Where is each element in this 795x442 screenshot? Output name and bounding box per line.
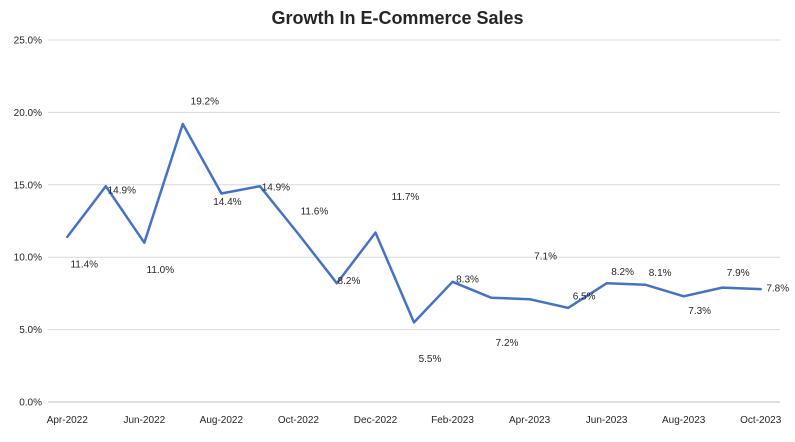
data-label: 5.5% — [419, 354, 442, 365]
series-line — [66, 122, 762, 324]
data-label: 6.5% — [573, 291, 596, 302]
data-label: 19.2% — [191, 96, 219, 107]
data-label: 11.7% — [392, 192, 420, 203]
x-tick-label: Apr-2023 — [509, 415, 551, 426]
chart-title: Growth In E-Commerce Sales — [271, 8, 524, 28]
x-tick-label: Jun-2022 — [123, 415, 165, 426]
data-label: 7.8% — [766, 284, 789, 295]
data-label: 11.6% — [301, 207, 329, 218]
y-tick-label: 20.0% — [14, 108, 42, 119]
y-tick-label: 25.0% — [14, 36, 42, 47]
data-label: 7.3% — [688, 306, 711, 317]
data-label: 14.9% — [108, 186, 136, 197]
y-tick-label: 15.0% — [14, 180, 42, 191]
data-label: 8.1% — [649, 268, 672, 279]
data-label: 8.2% — [338, 276, 361, 287]
x-tick-label: Dec-2022 — [354, 415, 398, 426]
data-label: 11.4% — [70, 259, 98, 270]
data-label: 14.9% — [262, 183, 290, 194]
x-tick-label: Feb-2023 — [431, 415, 474, 426]
y-tick-label: 10.0% — [14, 253, 42, 264]
data-label: 7.9% — [727, 268, 750, 279]
data-label: 14.4% — [213, 197, 241, 208]
x-tick-label: Apr-2022 — [47, 415, 89, 426]
data-label: 8.2% — [611, 267, 634, 278]
y-tick-label: 0.0% — [19, 398, 42, 409]
data-label: 7.2% — [496, 338, 519, 349]
x-tick-label: Oct-2023 — [740, 415, 782, 426]
data-label: 7.1% — [534, 252, 557, 263]
x-tick-label: Aug-2023 — [662, 415, 706, 426]
data-label: 11.0% — [147, 265, 175, 276]
x-tick-label: Jun-2023 — [586, 415, 628, 426]
data-label: 8.3% — [456, 274, 479, 285]
x-tick-label: Oct-2022 — [278, 415, 320, 426]
x-tick-label: Aug-2022 — [200, 415, 244, 426]
y-tick-label: 5.0% — [19, 325, 42, 336]
